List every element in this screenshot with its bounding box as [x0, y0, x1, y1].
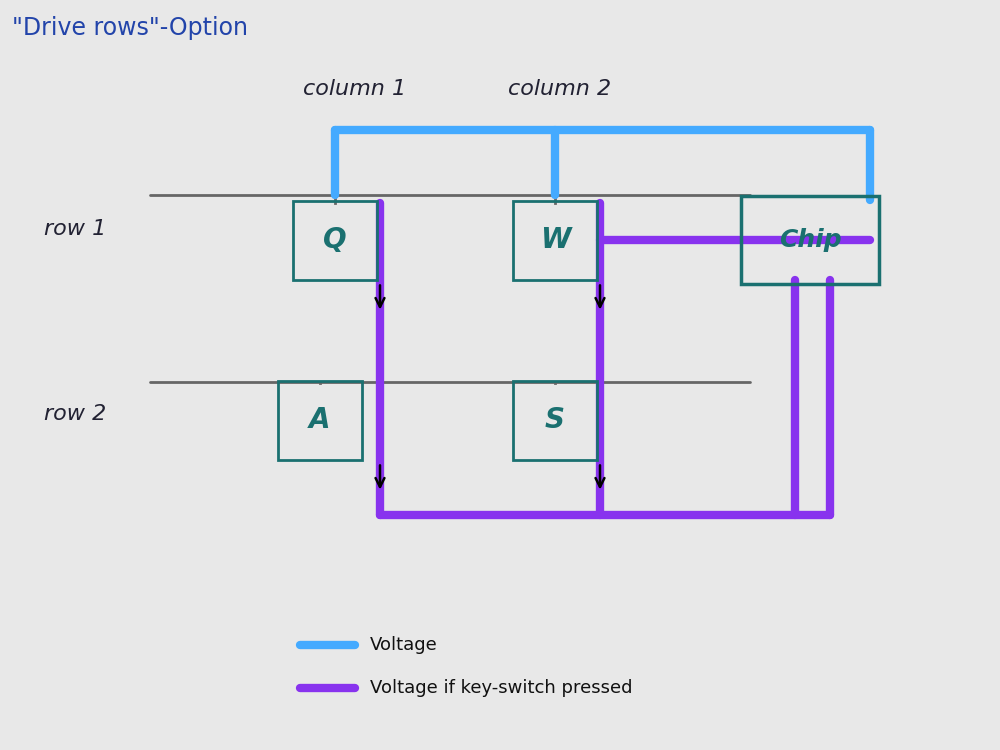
Text: row 1: row 1 [44, 219, 106, 239]
Text: A: A [309, 406, 331, 434]
Text: W: W [540, 226, 570, 254]
Text: Voltage if key-switch pressed: Voltage if key-switch pressed [370, 679, 633, 697]
Text: S: S [545, 406, 565, 434]
Text: row 2: row 2 [44, 404, 106, 424]
Text: column 2: column 2 [508, 79, 612, 99]
Text: Voltage: Voltage [370, 636, 438, 654]
Text: Q: Q [323, 226, 347, 254]
Text: "Drive rows"-Option: "Drive rows"-Option [12, 16, 248, 40]
Text: column 1: column 1 [303, 79, 407, 99]
Text: Chip: Chip [779, 228, 841, 252]
